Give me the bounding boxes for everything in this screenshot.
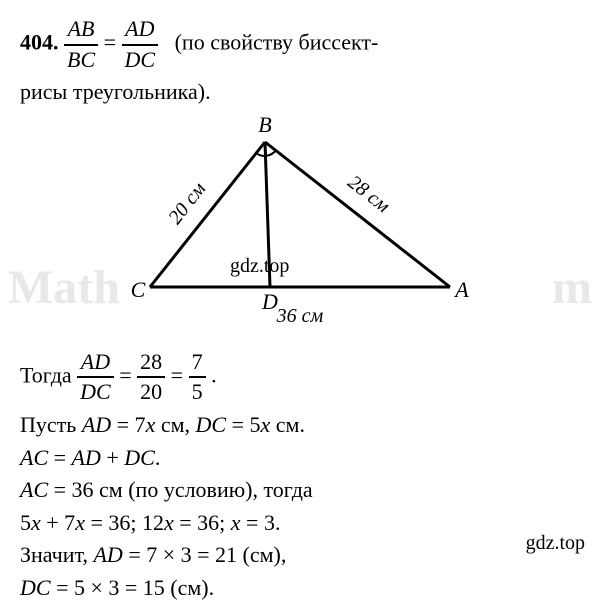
solution-line4: AC = 36 см (по условию), тогда (20, 476, 580, 505)
fraction-ad-dc: AD DC (122, 15, 159, 74)
frac-num: AB (64, 15, 98, 46)
frac-num: 28 (137, 348, 165, 379)
solution-line7: DC = 5 × 3 = 15 (см). (20, 574, 580, 603)
solution-line6: Значит, AD = 7 × 3 = 21 (см), (20, 541, 580, 570)
frac-num: AD (122, 15, 159, 46)
text (164, 30, 175, 55)
frac-num: 7 (189, 348, 206, 379)
frac-den: DC (77, 378, 114, 407)
equals: = (104, 30, 122, 55)
equals: = (119, 362, 137, 387)
fraction-7-5: 7 5 (189, 348, 206, 407)
frac-den: 20 (137, 378, 165, 407)
frac-den: DC (122, 46, 159, 75)
triangle-diagram: B C D A 20 см 28 см 36 см (120, 117, 480, 327)
period: . (211, 362, 217, 387)
solution-line2: Пусть AD = 7x см, DC = 5x см. (20, 411, 580, 440)
text: Тогда (20, 362, 77, 387)
line-bd (265, 142, 270, 287)
fraction-ad-dc-2: AD DC (77, 348, 114, 407)
fraction-ab-bc: AB BC (64, 15, 98, 74)
diagram-container: B C D A 20 см 28 см 36 см (20, 117, 580, 333)
vertex-d: D (261, 289, 278, 314)
content-wrapper: 404. AB BC = AD DC (по свойству биссект-… (20, 15, 580, 603)
problem-statement-line1: 404. AB BC = AD DC (по свойству биссект- (20, 15, 580, 74)
statement-text-1: (по свойству биссект- (175, 30, 379, 55)
edge-ca-label: 36 см (276, 305, 324, 327)
problem-number: 404. (20, 30, 59, 55)
fraction-28-20: 28 20 (137, 348, 165, 407)
line-ba (265, 142, 450, 287)
angle-tick (265, 142, 266, 159)
vertex-c: C (131, 277, 146, 302)
solution-line3: AC = AD + DC. (20, 444, 580, 473)
frac-num: AD (77, 348, 114, 379)
frac-den: BC (64, 46, 98, 75)
vertex-b: B (258, 117, 271, 137)
equals: = (171, 362, 189, 387)
vertex-a: A (453, 277, 469, 302)
solution-line1: Тогда AD DC = 28 20 = 7 5 . (20, 348, 580, 407)
solution-line5: 5x + 7x = 36; 12x = 36; x = 3. (20, 509, 580, 538)
problem-statement-line2: рисы треугольника). (20, 78, 580, 107)
frac-den: 5 (189, 378, 206, 407)
